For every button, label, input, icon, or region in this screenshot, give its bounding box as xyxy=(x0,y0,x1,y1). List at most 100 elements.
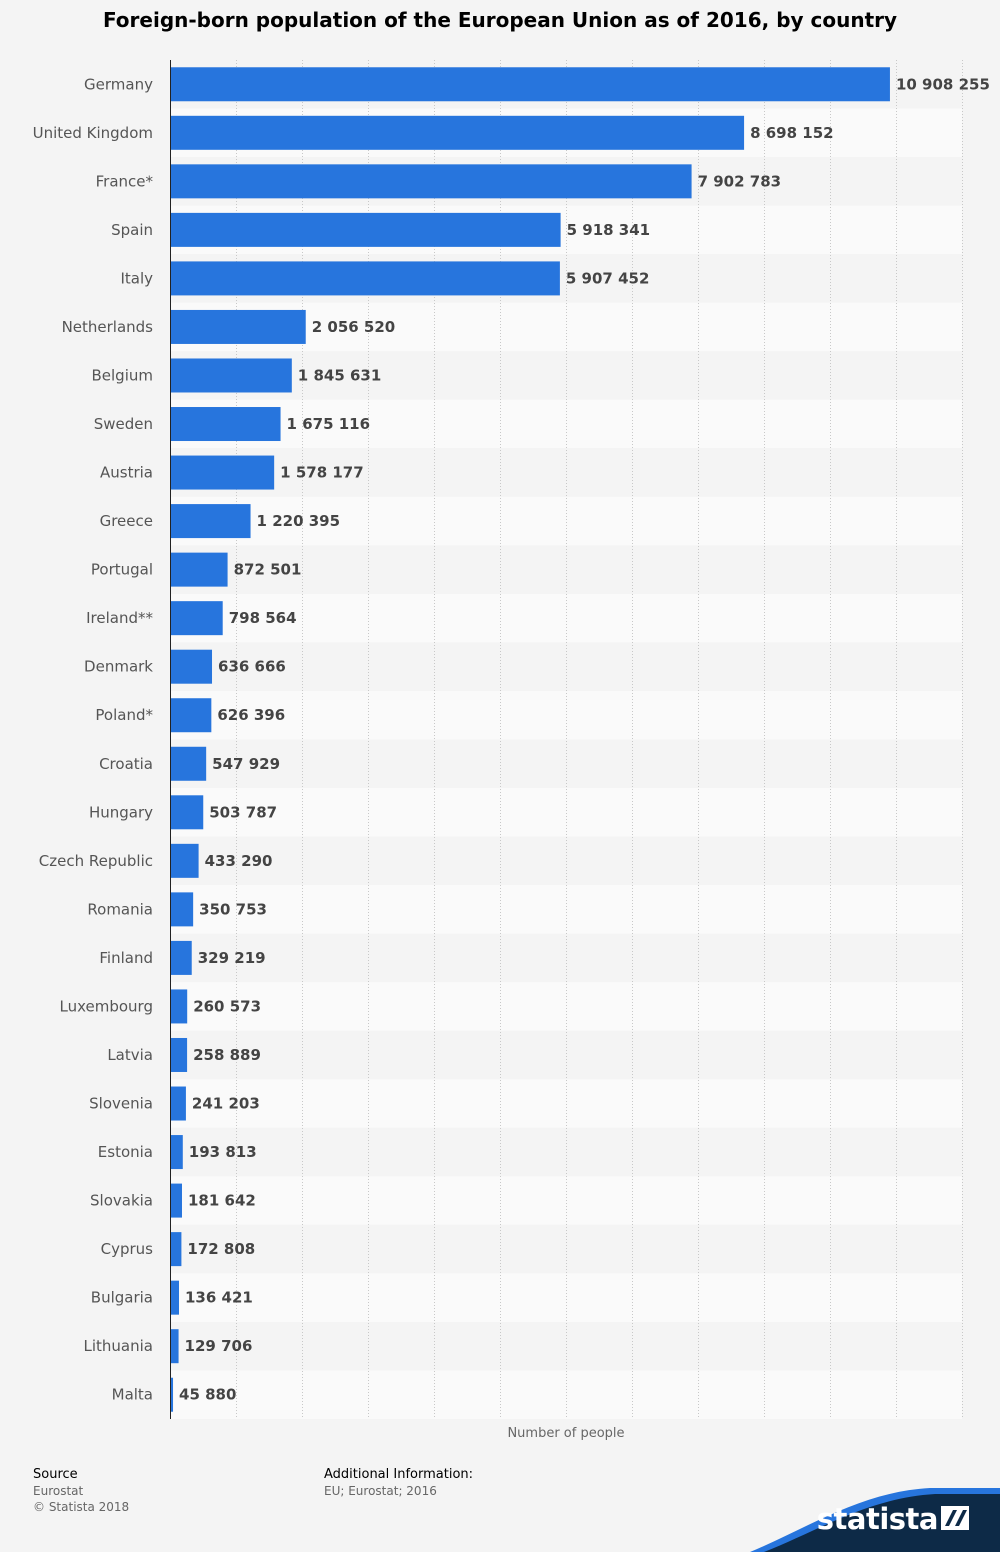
bar[interactable] xyxy=(171,601,223,636)
bar[interactable] xyxy=(171,1377,174,1412)
category-label: Latvia xyxy=(107,1046,153,1064)
source-heading: Source xyxy=(33,1467,78,1482)
value-label: 241 203 xyxy=(192,1095,260,1113)
bars xyxy=(171,67,890,1412)
value-label: 5 907 452 xyxy=(566,269,650,287)
bar[interactable] xyxy=(171,989,188,1024)
copyright-line: © Statista 2018 xyxy=(33,1500,130,1514)
row-band xyxy=(170,836,962,886)
value-label: 547 929 xyxy=(212,755,280,773)
bar[interactable] xyxy=(171,940,192,975)
value-label: 626 396 xyxy=(217,706,285,724)
bar[interactable] xyxy=(171,746,207,781)
value-label: 1 845 631 xyxy=(298,366,382,384)
bar[interactable] xyxy=(171,1183,182,1218)
bar[interactable] xyxy=(171,164,692,199)
value-label: 503 787 xyxy=(209,803,277,821)
category-label: Luxembourg xyxy=(60,997,154,1015)
value-label: 1 220 395 xyxy=(257,512,341,530)
bar[interactable] xyxy=(171,309,306,344)
value-label: 8 698 152 xyxy=(750,124,834,142)
x-axis-label: Number of people xyxy=(507,1426,625,1441)
category-label: Ireland** xyxy=(86,609,153,627)
value-label: 193 813 xyxy=(189,1143,257,1161)
bar[interactable] xyxy=(171,552,228,587)
bar[interactable] xyxy=(171,649,213,684)
category-label: Malta xyxy=(112,1386,153,1404)
category-label: United Kingdom xyxy=(33,124,153,142)
category-labels: Germany United Kingdom France* Spain Italy Ne… xyxy=(33,75,154,1403)
bar[interactable] xyxy=(171,1329,179,1364)
value-label: 1 578 177 xyxy=(280,464,364,482)
bar[interactable] xyxy=(171,358,292,393)
category-label: Slovenia xyxy=(89,1095,153,1113)
category-label: Romania xyxy=(87,900,153,918)
category-label: Portugal xyxy=(91,561,153,579)
value-labels: 10 908 255 8 698 152 7 902 783 5 918 341 5 9… xyxy=(179,75,990,1403)
category-label: France* xyxy=(96,172,154,190)
value-label: 636 666 xyxy=(218,658,286,676)
bar[interactable] xyxy=(171,67,890,102)
value-label: 45 880 xyxy=(179,1386,236,1404)
bar[interactable] xyxy=(171,1086,186,1121)
category-label: Slovakia xyxy=(90,1192,153,1210)
chart-title: Foreign-born population of the European … xyxy=(102,8,898,32)
value-label: 260 573 xyxy=(193,997,261,1015)
value-label: 1 675 116 xyxy=(287,415,371,433)
category-label: Poland* xyxy=(95,706,153,724)
source-line: Eurostat xyxy=(33,1484,84,1498)
value-label: 136 421 xyxy=(185,1289,253,1307)
category-label: Hungary xyxy=(89,803,153,821)
category-label: Lithuania xyxy=(84,1337,153,1355)
row-band xyxy=(170,399,962,449)
statista-logo-icon xyxy=(941,1506,969,1530)
value-label: 172 808 xyxy=(187,1240,255,1258)
category-label: Germany xyxy=(84,75,153,93)
row-band xyxy=(170,1224,962,1274)
bar[interactable] xyxy=(171,1280,180,1315)
info-heading: Additional Information: xyxy=(324,1467,474,1482)
bar[interactable] xyxy=(171,115,745,150)
value-label: 2 056 520 xyxy=(312,318,396,336)
bar[interactable] xyxy=(171,892,194,927)
category-label: Italy xyxy=(120,269,153,287)
chart-area: Germany United Kingdom France* Spain Italy Ne… xyxy=(33,60,990,1419)
bar[interactable] xyxy=(171,407,281,442)
category-label: Estonia xyxy=(98,1143,153,1161)
bar[interactable] xyxy=(171,1037,188,1072)
value-label: 350 753 xyxy=(199,900,267,918)
bar[interactable] xyxy=(171,455,275,490)
category-label: Denmark xyxy=(84,658,153,676)
info-line: EU; Eurostat; 2016 xyxy=(324,1484,437,1498)
category-label: Spain xyxy=(111,221,153,239)
category-label: Cyprus xyxy=(101,1240,154,1258)
bar[interactable] xyxy=(171,1135,183,1170)
info-text: EU; Eurostat; 2016 xyxy=(324,1483,437,1499)
category-label: Sweden xyxy=(94,415,153,433)
source-text: Eurostat © Statista 2018 xyxy=(33,1483,129,1515)
category-label: Greece xyxy=(100,512,153,530)
bar[interactable] xyxy=(171,212,561,247)
bar[interactable] xyxy=(171,1232,182,1267)
bar[interactable] xyxy=(171,698,212,733)
value-label: 798 564 xyxy=(229,609,297,627)
value-label: 5 918 341 xyxy=(567,221,651,239)
value-label: 329 219 xyxy=(198,949,266,967)
value-label: 258 889 xyxy=(193,1046,261,1064)
bar[interactable] xyxy=(171,795,204,830)
bar[interactable] xyxy=(171,261,560,296)
value-label: 872 501 xyxy=(234,561,302,579)
value-label: 10 908 255 xyxy=(896,75,990,93)
value-label: 129 706 xyxy=(185,1337,253,1355)
category-label: Austria xyxy=(100,464,153,482)
bar[interactable] xyxy=(171,504,251,539)
bar[interactable] xyxy=(171,843,199,878)
category-label: Netherlands xyxy=(62,318,154,336)
category-label: Finland xyxy=(99,949,153,967)
category-label: Belgium xyxy=(92,366,154,384)
statista-logo[interactable]: statista xyxy=(816,1502,939,1536)
value-label: 7 902 783 xyxy=(698,172,782,190)
category-label: Croatia xyxy=(99,755,153,773)
category-label: Czech Republic xyxy=(39,852,153,870)
category-label: Bulgaria xyxy=(91,1289,153,1307)
